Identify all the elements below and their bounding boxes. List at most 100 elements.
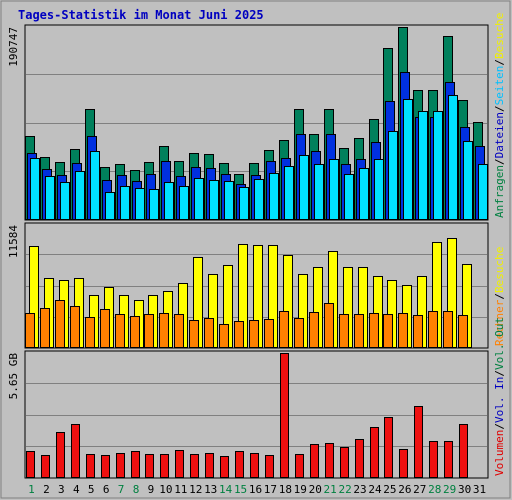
bar-volumen-day-4 (71, 424, 80, 478)
bar-rechner-day-26 (398, 313, 408, 348)
x-tick-day-20: 20 (309, 483, 322, 496)
bar-rechner-day-2 (40, 308, 50, 348)
bar-rechner-day-24 (369, 313, 379, 348)
legend-entry: Vol. In (493, 377, 506, 423)
legend-entry: / (493, 158, 506, 165)
bar-volumen-day-8 (131, 451, 140, 478)
bar-volumen-day-24 (370, 427, 379, 478)
x-tick-day-14: 14 (219, 483, 233, 496)
x-tick-day-8: 8 (133, 483, 140, 496)
bar-volumen-day-17 (265, 455, 274, 478)
legend-entry: / (493, 293, 506, 300)
x-tick-day-22: 22 (338, 483, 351, 496)
bar-rechner-day-9 (144, 314, 154, 348)
bar-seiten-day-19 (299, 155, 309, 220)
x-tick-day-10: 10 (159, 483, 172, 496)
x-tick-day-6: 6 (103, 483, 110, 496)
x-tick-day-24: 24 (368, 483, 382, 496)
x-tick-day-26: 26 (398, 483, 411, 496)
legend-entry: Volumen (493, 430, 506, 476)
bar-volumen-day-7 (116, 453, 125, 478)
panel-middle-ymax-label: 11584 (7, 225, 20, 258)
bar-seiten-day-15 (239, 187, 249, 220)
legend-entry: Seiten (493, 66, 506, 106)
bar-volumen-day-12 (190, 454, 199, 478)
x-tick-day-3: 3 (58, 483, 65, 496)
legend-entry: Rechner (493, 299, 506, 346)
bar-seiten-day-11 (179, 186, 189, 220)
bar-volumen-day-25 (384, 417, 393, 478)
bar-volumen-day-15 (235, 451, 244, 478)
bar-volumen-day-1 (26, 451, 35, 478)
bar-seiten-day-7 (120, 186, 130, 220)
panel-top-ymax-label: 190747 (7, 27, 20, 67)
bar-seiten-day-8 (135, 188, 145, 220)
bar-volumen-day-29 (444, 441, 453, 478)
bar-seiten-day-30 (463, 141, 473, 220)
legend-entry: Vol. Out (493, 317, 506, 370)
x-tick-day-15: 15 (234, 483, 247, 496)
bar-volumen-day-6 (101, 455, 110, 478)
bar-seiten-day-12 (194, 178, 204, 220)
bar-rechner-day-6 (100, 309, 110, 348)
x-tick-day-29: 29 (443, 483, 456, 496)
bar-volumen-day-27 (414, 406, 423, 478)
bar-rechner-day-17 (264, 319, 274, 348)
bar-rechner-day-7 (115, 314, 125, 348)
bar-seiten-day-1 (30, 158, 40, 220)
bar-rechner-day-4 (70, 306, 80, 348)
bar-rechner-day-3 (55, 300, 65, 348)
bar-seiten-day-6 (105, 192, 115, 220)
bar-rechner-day-10 (159, 313, 169, 348)
bar-volumen-day-19 (295, 454, 304, 478)
bar-seiten-day-31 (478, 164, 488, 220)
bar-volumen-day-10 (160, 454, 169, 478)
x-tick-day-11: 11 (174, 483, 187, 496)
x-tick-day-25: 25 (383, 483, 396, 496)
legend-entry: Anfragen (493, 165, 506, 218)
bar-seiten-day-24 (374, 159, 384, 220)
bar-rechner-day-8 (130, 316, 140, 348)
x-tick-day-19: 19 (294, 483, 307, 496)
bar-seiten-day-4 (75, 171, 85, 220)
panel-top-legend: Anfragen/Dateien/Seiten/Besuche (493, 13, 506, 218)
bar-rechner-day-23 (354, 314, 364, 348)
bar-rechner-day-29 (443, 311, 453, 348)
bar-volumen-day-16 (250, 453, 259, 478)
bar-volumen-day-11 (175, 450, 184, 478)
legend-entry: Dateien (493, 112, 506, 158)
bar-rechner-day-19 (294, 318, 304, 348)
legend-entry: / (493, 105, 506, 112)
x-tick-day-2: 2 (43, 483, 50, 496)
x-tick-day-16: 16 (249, 483, 262, 496)
bar-volumen-day-14 (220, 456, 229, 478)
bar-volumen-day-21 (325, 443, 334, 478)
x-tick-day-9: 9 (148, 483, 155, 496)
bar-seiten-day-20 (314, 164, 324, 220)
bar-rechner-day-13 (204, 318, 214, 348)
bar-seiten-day-13 (209, 180, 219, 220)
bar-seiten-day-14 (224, 181, 234, 220)
bar-volumen-day-13 (205, 453, 214, 478)
legend-entry: Besuche (493, 13, 506, 59)
bar-seiten-day-27 (418, 111, 428, 220)
bar-rechner-day-22 (339, 314, 349, 348)
bar-rechner-day-5 (85, 317, 95, 348)
x-tick-day-21: 21 (324, 483, 337, 496)
bar-seiten-day-17 (269, 173, 279, 220)
bar-rechner-day-25 (383, 314, 393, 348)
bar-seiten-day-10 (164, 182, 174, 220)
x-tick-day-17: 17 (264, 483, 277, 496)
panel-bottom-legend: Volumen/Vol. In/Vol. Out (493, 317, 506, 476)
legend-entry: / (493, 59, 506, 66)
x-tick-day-23: 23 (353, 483, 366, 496)
x-tick-day-30: 30 (458, 483, 471, 496)
bar-rechner-day-18 (279, 311, 289, 348)
bar-volumen-day-30 (459, 424, 468, 478)
bar-rechner-day-1 (25, 313, 35, 348)
bar-seiten-day-2 (45, 176, 55, 220)
bar-rechner-day-11 (174, 314, 184, 348)
x-tick-day-27: 27 (413, 483, 426, 496)
